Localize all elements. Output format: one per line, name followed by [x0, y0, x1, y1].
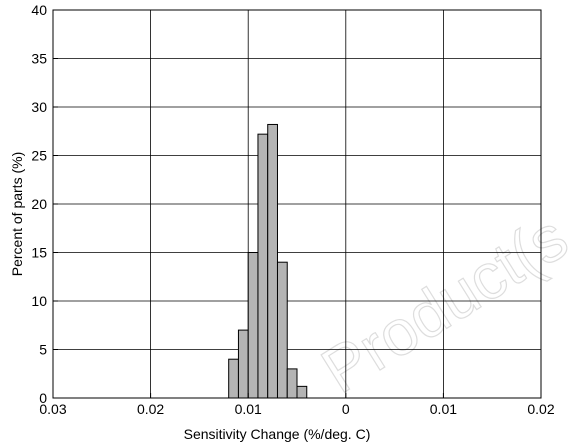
- x-tick-label: 0.03: [39, 401, 66, 417]
- x-tick-label: 0.02: [137, 401, 164, 417]
- histogram-bar: [247, 252, 259, 399]
- y-tick-label: 20: [31, 196, 47, 212]
- y-tick-label: 40: [31, 2, 47, 18]
- y-tick-label: 35: [31, 51, 47, 67]
- y-tick-label: 30: [31, 99, 47, 115]
- histogram-bar: [257, 133, 269, 399]
- histogram-bar: [267, 123, 278, 399]
- y-tick-label: 5: [39, 342, 47, 358]
- histogram-bar: [296, 385, 308, 399]
- histogram-bar: [237, 329, 249, 399]
- x-tick-label: 0.01: [430, 401, 457, 417]
- x-tick-label: 0.02: [527, 401, 554, 417]
- y-tick-label: 15: [31, 245, 47, 261]
- x-tick-label: 0: [342, 401, 350, 417]
- y-tick-label: 25: [31, 148, 47, 164]
- y-tick-label: 10: [31, 293, 47, 309]
- histogram-bar: [276, 261, 288, 399]
- watermark-text: Product(s: [309, 201, 574, 407]
- y-axis-label: Percent of parts (%): [9, 152, 25, 277]
- x-axis-label: Sensitivity Change (%/deg. C): [184, 426, 371, 442]
- x-tick-label: 0.01: [235, 401, 262, 417]
- histogram-bar: [228, 358, 239, 399]
- histogram-bar: [286, 368, 298, 399]
- y-tick-label: 0: [39, 390, 47, 406]
